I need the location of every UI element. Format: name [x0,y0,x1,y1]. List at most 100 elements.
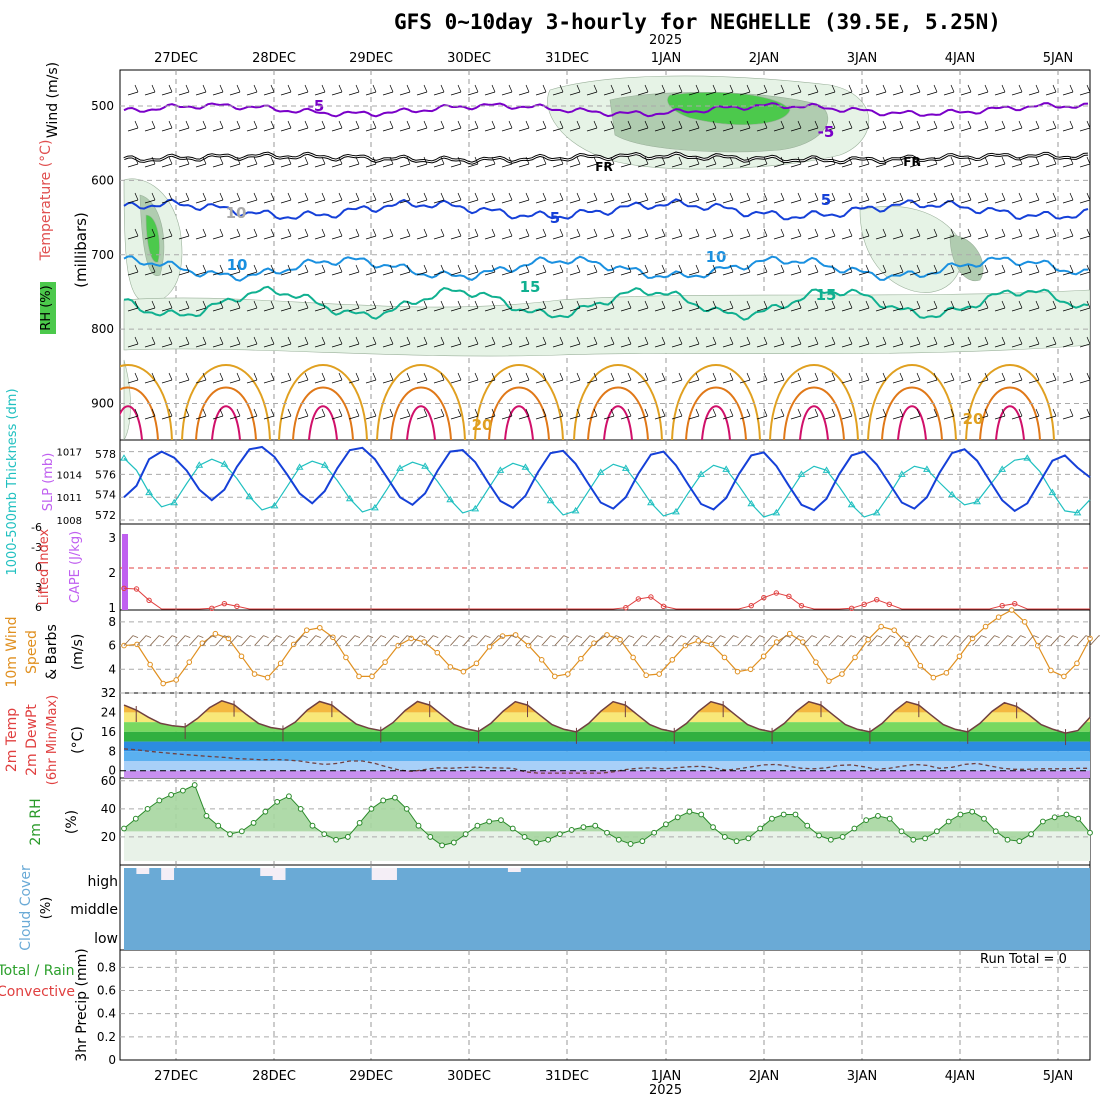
wind-barb [773,199,785,204]
rh-point [839,834,846,840]
wind-barb-flag [270,408,275,417]
wind-barb [297,343,309,348]
wind-barb-flag [1035,228,1040,237]
wind-barb-flag [916,336,921,345]
wind-barb [1079,163,1090,168]
wind-barb [178,163,190,168]
wind-barb-flag [287,336,292,345]
rh-point [945,818,952,825]
wind-barb-flag [984,336,989,345]
wind-barb-flag [491,336,496,345]
wind-barb-flag [134,228,139,237]
isotherm-20-arch [965,364,1055,440]
wind-barb-flag [253,336,258,345]
wind-barb-flag [661,300,666,309]
wind-barb [773,379,785,384]
lifted-index-point [133,586,140,592]
cloud-high-gap [507,868,521,872]
wind-barb [535,127,547,132]
wind-barb [535,91,547,96]
wind-barb-10m [671,635,682,646]
wind-barb-flag [1035,264,1040,273]
thickness-tick-label: 578 [95,448,116,461]
wind-barb [977,199,989,204]
wind-barb [1079,415,1090,420]
pressure-tick-label: 500 [91,99,114,113]
wind-barb [875,235,887,240]
wind-axis-label-3: & Barbs [44,624,60,680]
wind-barb [892,415,904,420]
wind-barb [518,415,530,420]
thickness-tick-label: 574 [95,489,116,502]
wind-barb-flag [576,156,581,165]
year-label-top: 2025 [649,33,683,48]
wind-barb-flag [950,264,955,273]
wind-barb-10m-flag [315,635,321,638]
temp-band [124,770,1090,778]
wind-barb [518,91,530,96]
wind-barb [688,235,700,240]
wind-barb [722,343,734,348]
wind-barb-flag [1001,300,1006,309]
wind-barb-flag [593,300,598,309]
wind-barb-flag [1035,156,1040,165]
wind-barb-flag [406,264,411,273]
wind-barb-flag [508,228,513,237]
wind-barb [807,271,819,276]
thickness-point [546,496,555,504]
wind-speed-point [160,680,166,687]
wind-barb-flag [134,300,139,309]
wind-barb [688,307,700,312]
wind-barb-flag [899,408,904,417]
wind-barb [807,199,819,204]
wind-barb-flag [1001,192,1006,201]
wind-barb-10m-flag [759,635,765,638]
thickness-point [320,461,329,468]
lifted-index-point [861,601,867,608]
wind-barb-flag [780,84,785,93]
wind-barb-flag [1001,408,1006,417]
wind-barb-flag [236,408,241,417]
wind-barb [586,307,598,312]
wind-barb [161,271,173,276]
lifted-index-point [648,594,654,600]
wind-barb [705,379,717,384]
wind-barb-flag [1018,336,1023,345]
lifted-index-point [121,585,127,592]
wind-barb-flag [423,372,428,381]
wind-barb-flag [542,264,547,273]
wind-barb-flag [372,336,377,345]
wind-barb-flag [695,372,700,381]
wind-barb [705,163,717,168]
wind-barb [654,163,666,168]
wind-barb-flag [644,264,649,273]
wind-barb-flag [576,120,581,129]
wind-barb [807,379,819,384]
wind-barb-flag [627,156,632,165]
rh-point [450,839,457,846]
wind-barb-10m-flag [733,635,739,638]
wind-barb [212,415,224,420]
wind-barb-flag [440,192,445,201]
wind-barb [773,235,785,240]
wind-barb-flag [916,120,921,129]
wind-barb [314,271,326,276]
wind-barb-flag [185,228,190,237]
wind-barb [229,343,241,348]
wind-barb-flag [763,156,768,165]
wind-barb [569,163,581,168]
wind-barb-10m [946,635,956,646]
wind-barb [195,199,207,204]
wind-barb [280,235,292,240]
thickness-axis-label: 1000-500mb Thickness (dm) [5,388,20,575]
date-label-top: 30DEC [447,51,491,66]
wind-barb-10m [515,635,525,646]
wind-barb-flag [678,192,683,201]
wind-barb [739,127,751,132]
wind-barb [501,343,513,348]
wind-barb [195,415,207,420]
wind-barb [943,235,955,240]
rh-point [1087,829,1093,836]
wind-barb [722,91,734,96]
wind-barb-flag [1001,372,1006,381]
